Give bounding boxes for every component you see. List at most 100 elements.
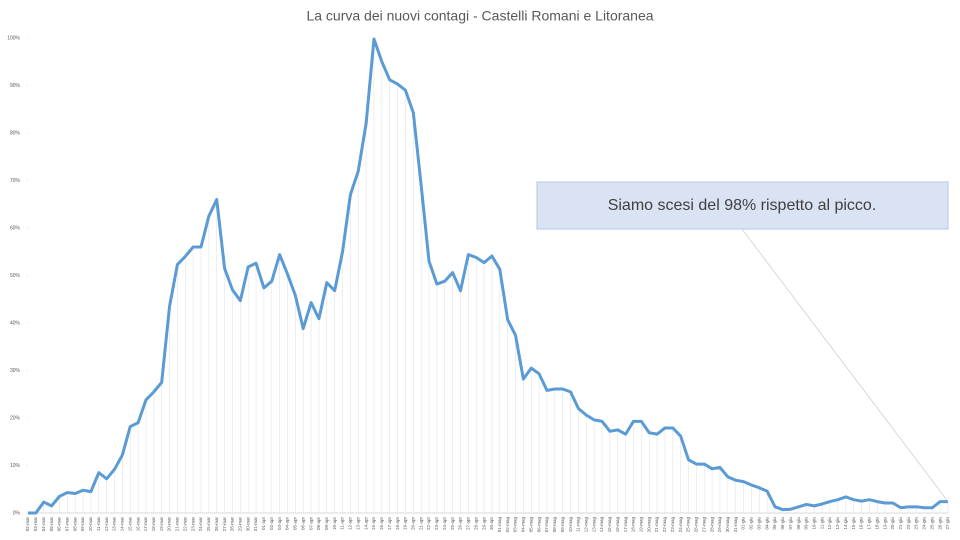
x-tick-label: 07-mar bbox=[65, 517, 70, 532]
x-tick-label: 27-apr bbox=[466, 517, 471, 531]
x-tick-label: 18-mar bbox=[151, 517, 156, 532]
y-tick-label: 50% bbox=[10, 273, 21, 279]
x-tick-label: 12-giu bbox=[827, 517, 832, 530]
x-tick-label: 20-apr bbox=[410, 517, 415, 531]
x-tick-label: 26-mar bbox=[214, 517, 219, 532]
x-tick-label: 08-mag bbox=[552, 517, 557, 533]
x-tick-label: 15-apr bbox=[371, 517, 376, 531]
x-tick-label: 14-giu bbox=[843, 517, 848, 530]
y-tick-label: 80% bbox=[10, 130, 21, 136]
annotation-box bbox=[536, 181, 949, 230]
x-tick-label: 08-apr bbox=[316, 517, 321, 531]
x-tick-label: 06-apr bbox=[300, 517, 305, 531]
x-tick-label: 29-mar bbox=[237, 517, 242, 532]
x-tick-label: 22-giu bbox=[906, 517, 911, 530]
x-tick-label: 07-giu bbox=[788, 517, 793, 530]
x-tick-label: 22-mar bbox=[182, 517, 187, 532]
x-tick-label: 04-mag bbox=[521, 517, 526, 533]
x-tick-label: 21-apr bbox=[418, 517, 423, 531]
x-tick-label: 18-giu bbox=[874, 517, 879, 530]
y-tick-label: 70% bbox=[10, 178, 21, 184]
x-tick-label: 07-apr bbox=[308, 517, 313, 531]
x-tick-label: 28-mag bbox=[709, 517, 714, 533]
x-tick-label: 31-mag bbox=[733, 517, 738, 533]
x-tick-label: 01-apr bbox=[261, 517, 266, 531]
x-tick-label: 14-apr bbox=[363, 517, 368, 531]
x-tick-label: 15-mar bbox=[127, 517, 132, 532]
x-tick-label: 12-mag bbox=[583, 517, 588, 533]
x-tick-label: 03-giu bbox=[756, 517, 761, 530]
y-tick-label: 90% bbox=[10, 83, 21, 89]
x-tick-label: 06-mag bbox=[536, 517, 541, 533]
y-tick-label: 20% bbox=[10, 415, 21, 421]
x-tick-label: 09-apr bbox=[324, 517, 329, 531]
x-tick-label: 10-apr bbox=[332, 517, 337, 531]
y-tick-label: 40% bbox=[10, 320, 21, 326]
x-tick-label: 02-giu bbox=[749, 517, 754, 530]
x-tick-label: 19-apr bbox=[403, 517, 408, 531]
x-tick-label: 01-mag bbox=[497, 517, 502, 533]
x-tick-label: 04-apr bbox=[285, 517, 290, 531]
x-tick-label: 25-giu bbox=[929, 517, 934, 530]
x-tick-label: 21-mar bbox=[175, 517, 180, 532]
x-tick-label: 07-mag bbox=[544, 517, 549, 533]
x-tick-label: 11-apr bbox=[340, 517, 345, 530]
x-tick-label: 26-apr bbox=[458, 517, 463, 531]
x-tick-label: 27-mar bbox=[222, 517, 227, 532]
x-tick-label: 02-mar bbox=[25, 517, 30, 532]
x-tick-label: 11-mar bbox=[96, 517, 101, 531]
x-tick-label: 24-apr bbox=[442, 517, 447, 531]
x-tick-label: 17-apr bbox=[387, 517, 392, 531]
x-tick-label: 27-mag bbox=[701, 517, 706, 533]
x-tick-label: 22-apr bbox=[426, 517, 431, 531]
x-tick-label: 18-mag bbox=[631, 517, 636, 533]
x-tick-label: 20-mar bbox=[167, 517, 172, 532]
x-tick-label: 20-giu bbox=[890, 517, 895, 530]
x-tick-label: 09-mar bbox=[80, 517, 85, 532]
x-tick-label: 13-apr bbox=[355, 517, 360, 531]
x-tick-label: 19-mag bbox=[639, 517, 644, 533]
x-tick-label: 14-mar bbox=[120, 517, 125, 532]
x-tick-label: 04-mar bbox=[41, 517, 46, 532]
x-tick-label: 26-giu bbox=[937, 517, 942, 530]
x-tick-label: 01-giu bbox=[741, 517, 746, 530]
x-tick-label: 22-mag bbox=[662, 517, 667, 533]
x-tick-label: 09-mag bbox=[560, 517, 565, 533]
x-tick-label: 16-apr bbox=[379, 517, 384, 531]
y-tick-label: 30% bbox=[10, 368, 21, 374]
x-tick-label: 21-mag bbox=[654, 517, 659, 533]
x-tick-label: 28-mar bbox=[230, 517, 235, 532]
x-tick-label: 03-mar bbox=[33, 517, 38, 532]
x-tick-label: 16-mar bbox=[135, 517, 140, 532]
x-tick-label: 05-mar bbox=[49, 517, 54, 532]
x-tick-label: 28-apr bbox=[473, 517, 478, 531]
x-tick-label: 14-mag bbox=[599, 517, 604, 533]
x-tick-label: 27-giu bbox=[945, 517, 950, 530]
x-tick-label: 11-giu bbox=[819, 517, 824, 530]
x-tick-label: 24-giu bbox=[922, 517, 927, 530]
x-tick-label: 24-mar bbox=[198, 517, 203, 532]
x-tick-label: 16-giu bbox=[859, 517, 864, 530]
x-tick-label: 13-mag bbox=[591, 517, 596, 533]
x-tick-label: 13-giu bbox=[835, 517, 840, 530]
x-tick-label: 02-apr bbox=[269, 517, 274, 531]
x-tick-label: 10-mag bbox=[568, 517, 573, 533]
x-tick-label: 03-apr bbox=[277, 517, 282, 531]
x-tick-label: 25-mar bbox=[206, 517, 211, 532]
x-tick-label: 04-giu bbox=[764, 517, 769, 530]
x-tick-label: 17-mag bbox=[623, 517, 628, 533]
y-tick-label: 60% bbox=[10, 225, 21, 231]
x-tick-label: 02-mag bbox=[505, 517, 510, 533]
x-tick-label: 30-apr bbox=[489, 517, 494, 531]
x-tick-label: 30-mag bbox=[725, 517, 730, 533]
x-tick-label: 29-apr bbox=[481, 517, 486, 531]
x-tick-label: 13-mar bbox=[112, 517, 117, 532]
x-tick-label: 08-giu bbox=[796, 517, 801, 530]
x-tick-label: 03-mag bbox=[513, 517, 518, 533]
y-tick-label: 10% bbox=[10, 463, 21, 469]
x-tick-label: 09-giu bbox=[804, 517, 809, 530]
x-tick-label: 17-giu bbox=[867, 517, 872, 530]
x-tick-label: 15-mag bbox=[607, 517, 612, 533]
